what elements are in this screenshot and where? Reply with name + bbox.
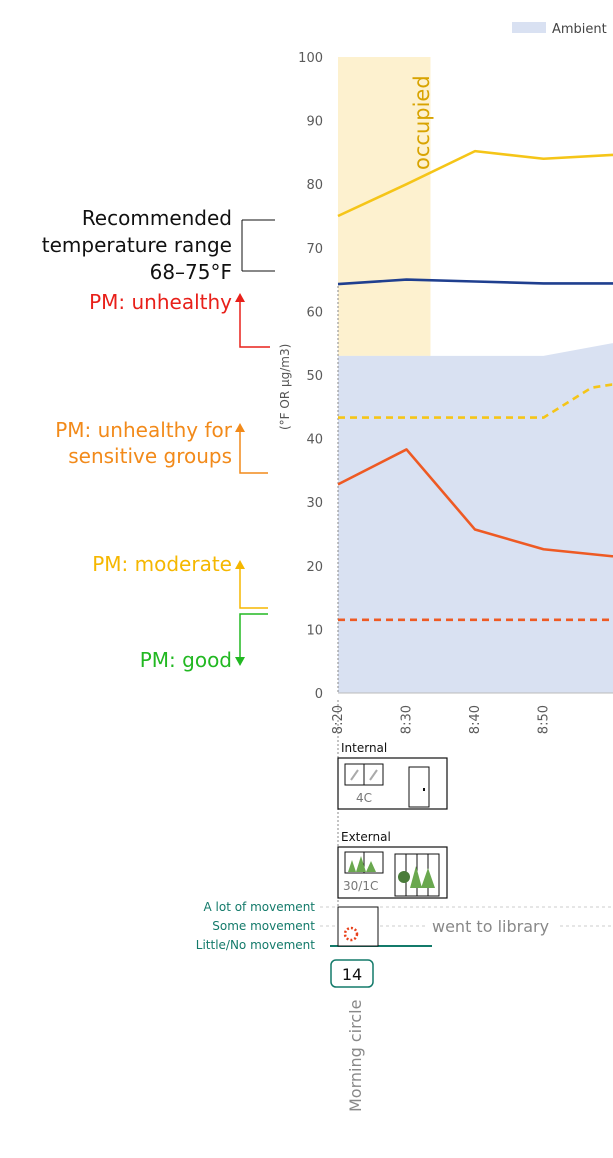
occupied-label: occupied [410, 75, 434, 170]
pm-sensitive-label: PM: unhealthy for sensitive groups [55, 418, 232, 468]
arrow-up-icon [235, 560, 245, 569]
x-tick-label: 8:50 [537, 705, 552, 734]
y-axis-label: (°F OR µg/m3) [278, 344, 292, 430]
pm-good-label: PM: good [139, 648, 232, 672]
activity-count: 14 [342, 965, 362, 984]
y-tick-label: 10 [306, 623, 323, 638]
movement-marker [343, 926, 359, 942]
arrow-up-icon [235, 423, 245, 432]
pm-moderate-line [239, 567, 268, 609]
occupied-band-rect [338, 57, 431, 356]
legend-swatch-ambient [512, 22, 546, 33]
series-line-2 [338, 383, 613, 419]
activity-count-badge [330, 959, 374, 988]
tree-icon [348, 856, 376, 872]
activity-label: Morning circle [346, 1000, 365, 1112]
y-tick-label: 80 [306, 178, 323, 193]
y-axis: 0 10 20 30 40 50 60 70 80 90 100 [298, 51, 613, 702]
ambient-area [338, 343, 613, 693]
ambient-area-path [338, 343, 613, 693]
x-tick-label: 8:20 [331, 705, 346, 734]
y-tick-label: 30 [306, 496, 323, 511]
series-line-3 [337, 448, 613, 558]
series-lines [337, 149, 613, 622]
y-tick-label: 100 [298, 51, 323, 66]
movement-level-low: Little/No movement [196, 938, 316, 952]
series-line-1 [337, 278, 613, 286]
x-tick-label: 8:30 [400, 705, 415, 734]
y-tick-label: 50 [306, 369, 323, 384]
arrow-up-icon [235, 293, 245, 302]
pm-unhealthy-label: PM: unhealthy [89, 290, 232, 314]
temp-range-annotation: Recommended temperature range 68–75°F [41, 206, 232, 284]
external-window-label: 30/1C [343, 879, 378, 893]
x-tick-label: 8:40 [468, 705, 483, 734]
door-icon [408, 766, 430, 808]
arrow-down-icon [235, 657, 245, 666]
internal-title: Internal [341, 741, 387, 755]
pm-moderate-label: PM: moderate [92, 552, 232, 576]
y-tick-label: 20 [306, 560, 323, 575]
y-tick-label: 90 [306, 115, 323, 130]
temp-range-bracket [241, 219, 275, 272]
bush-icon [398, 871, 410, 883]
movement-box [337, 906, 379, 947]
internal-window-label: 4C [356, 791, 372, 805]
movement-note: went to library [432, 917, 549, 936]
occupied-band [338, 57, 431, 356]
legend-ambient: Ambient [552, 22, 607, 37]
pm-unhealthy-line [239, 300, 270, 348]
y-tick-label: 60 [306, 305, 323, 320]
series-line-0 [337, 149, 613, 218]
pm-sensitive-line [239, 430, 268, 474]
movement-level-some: Some movement [212, 919, 315, 933]
pm-good-line [239, 613, 268, 658]
external-title: External [341, 830, 391, 844]
x-axis: 8:20 8:30 8:40 8:50 [331, 705, 552, 734]
y-tick-label: 0 [315, 687, 323, 702]
movement-level-high: A lot of movement [204, 900, 316, 914]
y-tick-label: 40 [306, 433, 323, 448]
y-tick-label: 70 [306, 242, 323, 257]
